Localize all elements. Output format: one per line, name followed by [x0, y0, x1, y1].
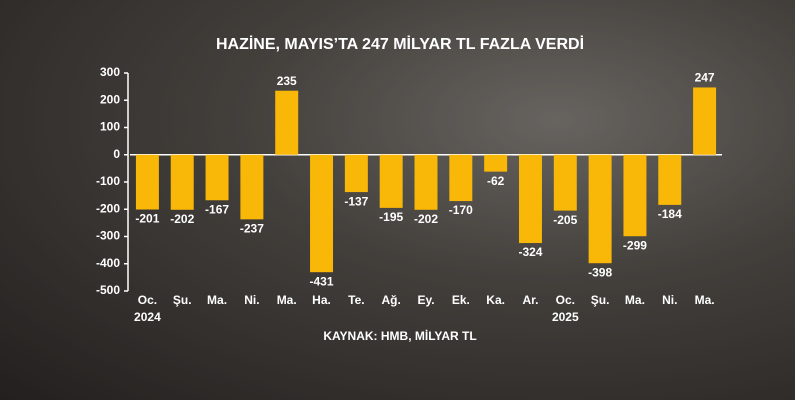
x-tick-label: Ha. — [312, 293, 331, 307]
x-tick-label: Oc. — [138, 293, 157, 307]
value-label: -184 — [658, 207, 682, 221]
value-label: 247 — [695, 71, 715, 85]
y-tick-label: 200 — [100, 92, 120, 106]
x-tick-label: Te. — [348, 293, 364, 307]
source-note: KAYNAK: HMB, MİLYAR TL — [323, 328, 476, 343]
x-tick-label: Ma. — [625, 293, 645, 307]
y-tick-label: -500 — [96, 283, 120, 297]
y-tick-label: 300 — [100, 65, 120, 79]
bar — [310, 154, 334, 273]
bar — [205, 154, 229, 201]
x-tick-label: Ey. — [417, 293, 434, 307]
x-tick-label: Ar. — [522, 293, 538, 307]
value-label: -170 — [449, 203, 473, 217]
value-label: -237 — [240, 222, 264, 236]
value-label: -398 — [588, 265, 612, 279]
bar — [379, 154, 403, 208]
x-tick-label: Ma. — [207, 293, 227, 307]
value-label: -202 — [170, 212, 194, 226]
bar — [275, 90, 299, 155]
value-label: -205 — [553, 213, 577, 227]
x-tick-label: Ni. — [244, 293, 259, 307]
x-tick-label: Ağ. — [382, 293, 401, 307]
value-label: -324 — [518, 245, 542, 259]
value-label: -137 — [344, 194, 368, 208]
value-label: -167 — [205, 202, 229, 216]
value-label: -201 — [135, 212, 159, 226]
bar — [414, 154, 438, 210]
x-tick-label: Ek. — [452, 293, 470, 307]
y-tick-label: 100 — [100, 120, 120, 134]
bar — [449, 154, 473, 202]
bar — [344, 154, 368, 193]
x-tick-label: Ma. — [695, 293, 715, 307]
bar — [658, 154, 682, 205]
bar — [170, 154, 194, 210]
x-tick-label: Şu. — [173, 293, 192, 307]
x-tick-label: Şu. — [591, 293, 610, 307]
y-tick-label: -400 — [96, 256, 120, 270]
x-tick-label: Oc. — [556, 293, 575, 307]
x-tick-label: Ma. — [277, 293, 297, 307]
bar — [240, 154, 264, 220]
y-tick-label: -300 — [96, 229, 120, 243]
bar — [693, 87, 717, 155]
bar — [135, 154, 159, 210]
value-label: -62 — [487, 174, 505, 188]
bar — [623, 154, 647, 237]
y-tick-label: -100 — [96, 174, 120, 188]
value-label: -431 — [310, 274, 334, 288]
value-label: 235 — [277, 74, 297, 88]
x-year-label: 2024 — [134, 310, 161, 324]
value-label: -195 — [379, 210, 403, 224]
chart-title: HAZİNE, MAYIS’TA 247 MİLYAR TL FAZLA VER… — [216, 35, 584, 53]
y-tick-label: -200 — [96, 201, 120, 215]
x-tick-label: Ni. — [662, 293, 677, 307]
bar — [553, 154, 577, 211]
bar — [588, 154, 612, 264]
value-label: -299 — [623, 238, 647, 252]
x-year-label: 2025 — [552, 310, 579, 324]
value-label: -202 — [414, 212, 438, 226]
bar — [484, 154, 508, 172]
y-tick-label: 0 — [113, 147, 120, 161]
x-tick-label: Ka. — [486, 293, 505, 307]
bar — [518, 154, 542, 244]
